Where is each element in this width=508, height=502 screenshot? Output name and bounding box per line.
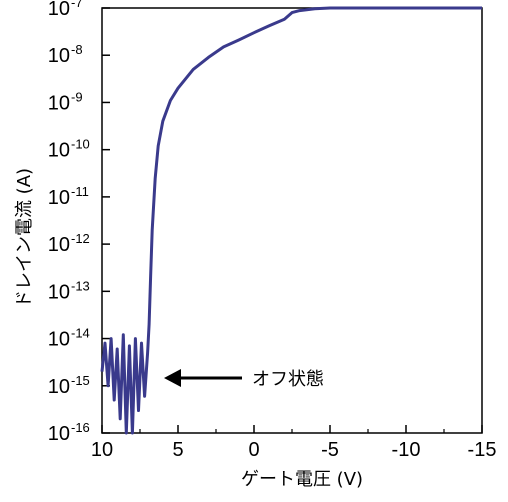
y-tick-exponent: -8 bbox=[71, 42, 83, 57]
series-layer bbox=[100, 6, 482, 435]
y-axis-label: ドレイン電流 (A) bbox=[14, 168, 35, 308]
y-tick-exponent: -14 bbox=[71, 326, 90, 341]
y-tick-label: 10 bbox=[48, 0, 70, 20]
y-tick-label: 10 bbox=[48, 140, 70, 162]
x-tick-label: -10 bbox=[392, 439, 421, 461]
y-tick-exponent: -16 bbox=[71, 420, 90, 435]
y-tick-exponent: -13 bbox=[71, 278, 90, 293]
y-tick-exponent: -12 bbox=[71, 231, 90, 246]
y-tick-exponent: -7 bbox=[71, 0, 83, 10]
annotation-text: オフ状態 bbox=[252, 369, 324, 390]
x-tick-label: 5 bbox=[172, 439, 183, 461]
axis-ticks bbox=[101, 7, 483, 434]
y-tick-label: 10 bbox=[48, 234, 70, 256]
y-tick-label: 10 bbox=[48, 423, 70, 445]
y-tick-label: 10 bbox=[48, 187, 70, 209]
off-state-annotation: オフ状態 bbox=[164, 369, 324, 390]
y-tick-exponent: -10 bbox=[71, 137, 90, 152]
x-axis-label: ゲート電圧 (V) bbox=[241, 469, 363, 490]
arrow-head-icon bbox=[164, 369, 181, 387]
series-line bbox=[100, 6, 482, 435]
y-tick-exponent: -9 bbox=[71, 89, 83, 104]
y-tick-label: 10 bbox=[48, 376, 70, 398]
y-tick-exponent: -11 bbox=[71, 184, 89, 199]
y-tick-label: 10 bbox=[48, 329, 70, 351]
x-tick-label: 0 bbox=[248, 439, 259, 461]
y-tick-label: 10 bbox=[48, 281, 70, 303]
y-tick-label: 10 bbox=[48, 92, 70, 114]
x-tick-label: 10 bbox=[91, 439, 113, 461]
y-tick-exponent: -15 bbox=[71, 373, 90, 388]
x-tick-label: -5 bbox=[321, 439, 339, 461]
y-tick-label: 10 bbox=[48, 45, 70, 67]
x-tick-label: -15 bbox=[468, 439, 497, 461]
